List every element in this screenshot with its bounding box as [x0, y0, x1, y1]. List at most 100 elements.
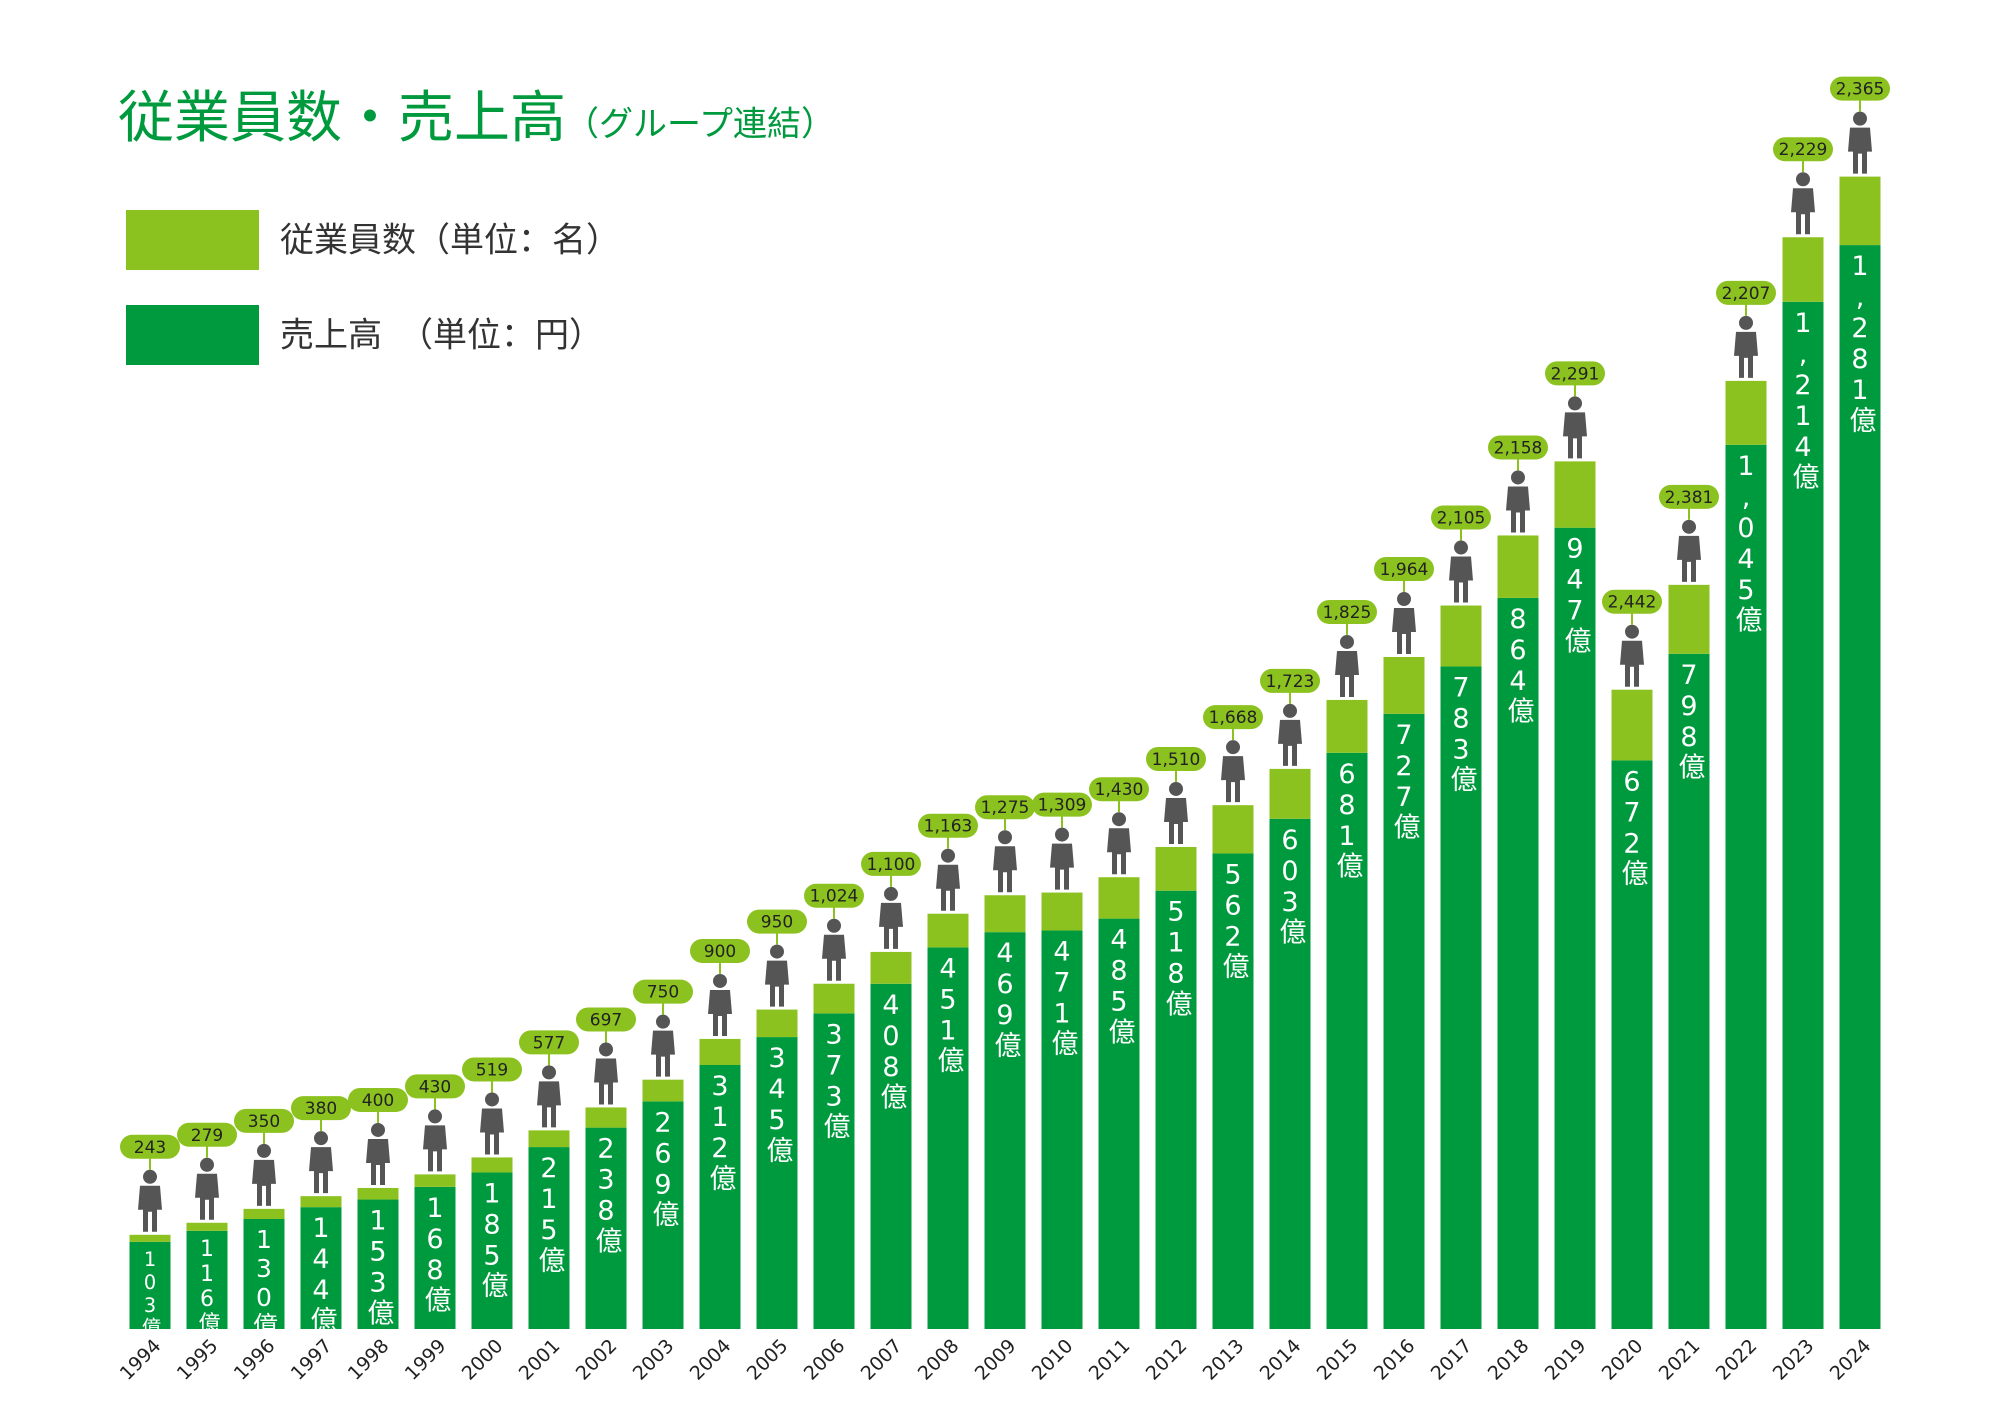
employee-pill	[633, 979, 693, 1004]
sales-label: 672億	[1617, 766, 1649, 886]
sales-bar	[870, 983, 912, 1329]
x-tick-label: 2004	[686, 1335, 736, 1385]
employee-bar	[1269, 768, 1311, 819]
x-tick-label: 2002	[572, 1335, 622, 1385]
employee-label: 1,430	[1095, 780, 1144, 800]
x-tick-label: 2015	[1313, 1335, 1363, 1385]
sales-bar	[186, 1230, 228, 1329]
person-body	[708, 989, 732, 1036]
person-body	[309, 1147, 333, 1194]
chart-subtitle: （グループ連結）	[565, 105, 835, 145]
person-head	[884, 886, 898, 901]
employee-bar	[357, 1187, 399, 1200]
sales-label: 562億	[1218, 859, 1250, 979]
sales-label: 269億	[648, 1107, 680, 1227]
sales-bar	[528, 1147, 570, 1329]
person-head	[200, 1157, 214, 1172]
sales-bar	[1782, 301, 1824, 1329]
employee-bar	[1497, 535, 1539, 598]
sales-label: 603億	[1275, 825, 1307, 945]
employee-label: 1,510	[1152, 750, 1201, 770]
person-head	[1169, 781, 1183, 796]
x-tick-label: 2014	[1256, 1335, 1306, 1385]
sales-label: 345億	[762, 1043, 794, 1163]
employee-pill	[348, 1087, 408, 1112]
sales-bar	[1041, 930, 1083, 1329]
employee-pill	[1317, 599, 1377, 624]
x-tick-label: 2021	[1655, 1335, 1705, 1385]
employee-pill	[747, 909, 807, 934]
sales-label: 373億	[819, 1019, 851, 1139]
sales-label: 215億	[534, 1153, 566, 1273]
employee-bar	[642, 1079, 684, 1102]
person-head	[485, 1092, 499, 1107]
employee-label: 2,229	[1779, 140, 1828, 160]
person-body	[1449, 556, 1473, 603]
employee-bar	[243, 1208, 285, 1219]
employee-label: 1,668	[1209, 708, 1258, 728]
person-head	[257, 1143, 271, 1158]
x-tick-label: 2001	[515, 1335, 565, 1385]
person-body	[252, 1159, 276, 1206]
sales-label: 312億	[705, 1071, 737, 1191]
employee-pill	[120, 1134, 180, 1159]
sales-label: 1,214億	[1788, 308, 1820, 490]
sales-bar	[1269, 818, 1311, 1329]
sales-bar	[129, 1241, 171, 1329]
employee-label: 1,275	[981, 798, 1030, 818]
employee-pill	[576, 1007, 636, 1032]
person-head	[599, 1042, 613, 1057]
employee-pill	[1830, 76, 1890, 101]
sales-bar	[471, 1172, 513, 1329]
sales-label: 144億	[306, 1213, 338, 1333]
employee-pill	[1089, 777, 1149, 802]
legend-label: 売上高 （単位：円）	[280, 316, 603, 356]
employee-pill	[1488, 435, 1548, 460]
sales-bar	[1440, 666, 1482, 1329]
employee-pill	[1146, 746, 1206, 771]
sales-bar	[357, 1199, 399, 1329]
x-tick-label: 2009	[971, 1335, 1021, 1385]
person-head	[770, 944, 784, 959]
employee-bar	[1098, 877, 1140, 919]
employee-bar	[1440, 605, 1482, 667]
person-head	[1283, 703, 1297, 718]
employee-bar	[927, 913, 969, 948]
sales-label: 238億	[591, 1134, 623, 1254]
x-tick-label: 1994	[116, 1335, 166, 1385]
employee-bar	[756, 1009, 798, 1038]
employee-pill	[1203, 705, 1263, 730]
person-body	[1563, 412, 1587, 459]
employee-label: 2,207	[1722, 284, 1771, 304]
sales-label: 1,281億	[1845, 251, 1877, 433]
x-tick-label: 2022	[1712, 1335, 1762, 1385]
sales-bar	[1326, 752, 1368, 1329]
employee-label: 697	[590, 1010, 622, 1030]
person-body	[1335, 650, 1359, 697]
employee-bar	[129, 1234, 171, 1242]
person-head	[998, 830, 1012, 845]
x-tick-label: 2024	[1826, 1335, 1876, 1385]
sales-bar	[585, 1127, 627, 1329]
employee-label: 1,163	[924, 817, 973, 837]
sales-label: 485億	[1104, 925, 1136, 1045]
employee-bar	[1611, 689, 1653, 761]
employee-bar	[699, 1038, 741, 1065]
sales-label: 518億	[1161, 897, 1193, 1017]
employee-bar	[1212, 805, 1254, 854]
employee-label: 1,723	[1266, 672, 1315, 692]
x-tick-label: 2023	[1769, 1335, 1819, 1385]
employee-pill	[1659, 484, 1719, 509]
x-tick-label: 2006	[800, 1335, 850, 1385]
x-tick-label: 2010	[1028, 1335, 1078, 1385]
sales-label: 783億	[1446, 672, 1478, 792]
person-head	[1682, 519, 1696, 534]
person-head	[1511, 470, 1525, 485]
person-head	[656, 1014, 670, 1029]
employee-bar	[1383, 656, 1425, 714]
employee-pill	[519, 1030, 579, 1055]
employee-pill	[861, 851, 921, 876]
employee-label: 1,309	[1038, 796, 1087, 816]
sales-bar	[927, 947, 969, 1329]
